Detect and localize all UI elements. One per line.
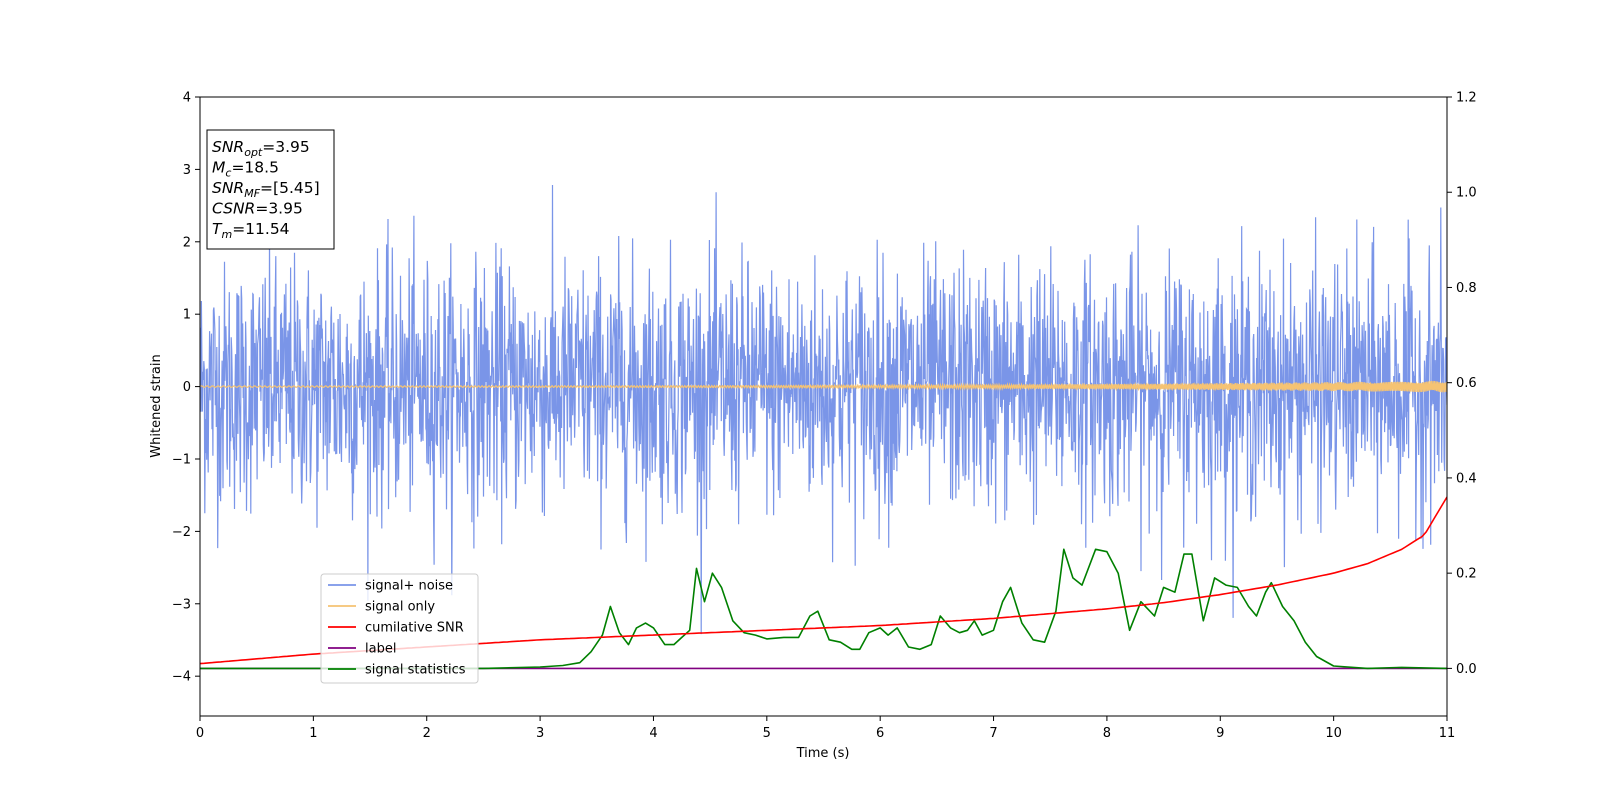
- x-tick-label: 5: [763, 726, 771, 741]
- x-tick-label: 0: [196, 726, 204, 741]
- plot-frame: [199, 96, 1448, 717]
- legend-label: signal only: [365, 600, 435, 615]
- series-signal-only: [200, 380, 1447, 393]
- y-axis-label: Whitened strain: [149, 354, 164, 457]
- signal-only-line: [200, 380, 1447, 393]
- info-box-line: SNRopt=3.95: [212, 138, 310, 159]
- y2-tick-label: 1.2: [1456, 91, 1477, 106]
- x-tick-label: 11: [1439, 726, 1456, 741]
- y-tick-label: −2: [172, 525, 191, 540]
- x-tick-label: 6: [876, 726, 884, 741]
- x-tick-label: 4: [649, 726, 657, 741]
- x-tick-label: 10: [1325, 726, 1342, 741]
- info-box-line: CSNR=3.95: [212, 200, 303, 218]
- signal-plus-noise-line: [200, 184, 1447, 635]
- y-axis-right: 1.2 1.0 0.8 0.6 0.4 0.2 0.0: [1447, 91, 1477, 677]
- x-tick-label: 8: [1103, 726, 1111, 741]
- y2-tick-label: 0.6: [1456, 376, 1477, 391]
- x-tick-label: 7: [989, 726, 997, 741]
- legend-label: signal statistics: [365, 663, 466, 678]
- y2-tick-label: 0.2: [1456, 567, 1477, 582]
- info-box-line: Tm=11.54: [212, 220, 290, 241]
- y-tick-label: −3: [172, 597, 191, 612]
- y2-tick-label: 0.0: [1456, 662, 1477, 677]
- y2-tick-label: 0.4: [1456, 471, 1477, 486]
- y-tick-label: 1: [183, 308, 191, 323]
- legend: signal+ noise signal only cumilative SNR la…: [320, 573, 479, 684]
- y-axis-left: 4 3 2 1 0 −1 −2 −3 −4: [172, 91, 200, 685]
- y-tick-label: 2: [183, 235, 191, 250]
- x-tick-label: 1: [309, 726, 317, 741]
- y-tick-label: 0: [183, 380, 191, 395]
- x-tick-label: 2: [423, 726, 431, 741]
- info-box-line: SNRMF=[5.45]: [212, 179, 320, 200]
- x-axis: 0 1 2 3 4 5 6 7 8 9 10 11: [196, 716, 1455, 741]
- y2-tick-label: 1.0: [1456, 186, 1477, 201]
- info-box-line: Mc=18.5: [212, 159, 279, 180]
- legend-label: signal+ noise: [365, 579, 453, 594]
- info-box-frame: [206, 129, 335, 250]
- y2-tick-label: 0.8: [1456, 281, 1477, 296]
- y-tick-label: 4: [183, 91, 191, 106]
- x-tick-label: 3: [536, 726, 544, 741]
- x-tick-label: 9: [1216, 726, 1224, 741]
- series-signal-plus-noise: [200, 184, 1447, 635]
- y-tick-label: −4: [172, 670, 191, 685]
- x-axis-label: Time (s): [796, 746, 850, 761]
- legend-label: cumilative SNR: [365, 621, 464, 636]
- y-tick-label: 3: [183, 163, 191, 178]
- y-tick-label: −1: [172, 452, 191, 467]
- legend-label: label: [365, 642, 396, 657]
- legend-frame: [320, 573, 479, 684]
